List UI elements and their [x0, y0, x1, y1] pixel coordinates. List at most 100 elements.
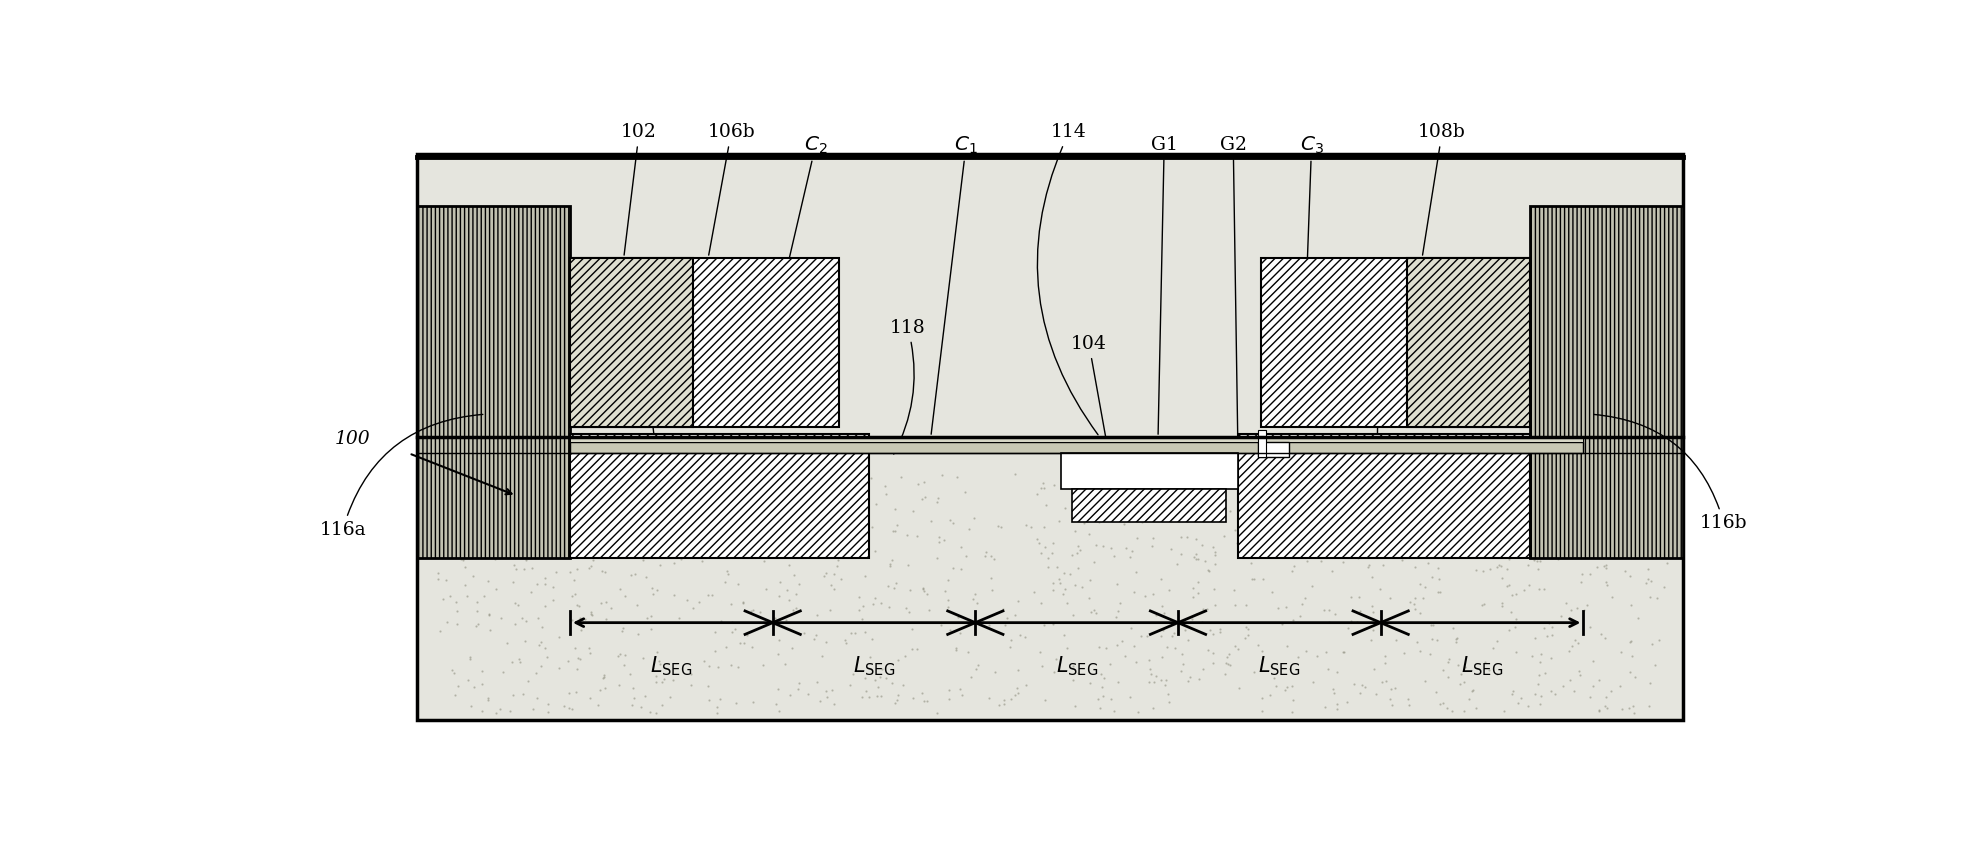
- Point: [1210, 650, 1241, 663]
- Point: [1178, 550, 1210, 563]
- Point: [1222, 682, 1253, 695]
- Point: [808, 569, 840, 583]
- Point: [529, 577, 560, 591]
- Point: [877, 553, 909, 567]
- Point: [1416, 529, 1447, 542]
- Point: [1380, 536, 1412, 550]
- Point: [440, 596, 471, 609]
- Point: [1604, 547, 1635, 560]
- Point: [871, 580, 903, 593]
- Point: [1348, 514, 1380, 527]
- Point: [1073, 574, 1105, 587]
- Point: [687, 541, 719, 555]
- Point: [905, 686, 937, 700]
- Point: [1236, 541, 1267, 555]
- Point: [1519, 631, 1550, 645]
- Point: [564, 502, 596, 515]
- Point: [1348, 681, 1380, 695]
- Point: [645, 698, 677, 711]
- Point: [1091, 485, 1123, 498]
- Point: [1342, 591, 1374, 604]
- Point: [1404, 523, 1436, 536]
- Point: [1061, 562, 1093, 575]
- Point: [1394, 595, 1426, 608]
- Point: [1562, 664, 1594, 678]
- Point: [1289, 591, 1321, 605]
- Point: [1596, 535, 1628, 548]
- Point: [1614, 496, 1645, 509]
- Point: [653, 689, 685, 703]
- Point: [1168, 624, 1200, 637]
- Point: [422, 566, 453, 580]
- Point: [1230, 598, 1261, 612]
- Point: [1047, 629, 1079, 642]
- Point: [1063, 513, 1095, 526]
- Point: [1523, 697, 1554, 711]
- Point: [616, 682, 647, 695]
- Point: [1536, 536, 1568, 550]
- Point: [556, 613, 588, 626]
- Point: [1525, 479, 1556, 492]
- Point: [1327, 555, 1358, 569]
- Point: [978, 552, 1010, 566]
- Point: [1420, 634, 1451, 647]
- Point: [544, 488, 576, 502]
- Point: [754, 509, 786, 523]
- Point: [693, 694, 725, 707]
- Point: [1137, 700, 1168, 714]
- Point: [925, 618, 956, 632]
- Point: [937, 516, 968, 530]
- Bar: [1406, 258, 1529, 427]
- Point: [1336, 486, 1368, 499]
- Point: [770, 531, 802, 545]
- Point: [982, 519, 1014, 532]
- Point: [907, 581, 939, 595]
- Point: [1212, 657, 1243, 671]
- Point: [1196, 656, 1228, 670]
- Point: [1182, 586, 1214, 600]
- Point: [929, 585, 960, 598]
- Point: [1570, 599, 1602, 613]
- Point: [905, 492, 937, 506]
- Point: [1521, 562, 1552, 575]
- Point: [778, 568, 810, 581]
- Point: [509, 563, 541, 576]
- Point: [1481, 561, 1513, 574]
- Point: [1200, 545, 1232, 558]
- Point: [1164, 547, 1196, 561]
- Point: [881, 689, 913, 702]
- Point: [1115, 690, 1146, 704]
- Point: [814, 603, 845, 617]
- Point: [560, 662, 592, 675]
- Point: [1069, 473, 1101, 486]
- Point: [857, 591, 889, 605]
- Point: [762, 648, 794, 662]
- Point: [471, 693, 503, 706]
- Point: [645, 675, 677, 689]
- Point: [642, 654, 673, 667]
- Point: [717, 615, 748, 629]
- Point: [574, 691, 606, 705]
- Point: [1101, 610, 1133, 624]
- Point: [721, 517, 752, 530]
- Point: [709, 481, 741, 495]
- Point: [1441, 631, 1473, 645]
- Point: [1075, 606, 1107, 619]
- Point: [907, 585, 939, 598]
- Point: [586, 564, 618, 578]
- Point: [776, 641, 808, 655]
- Point: [1560, 602, 1592, 615]
- Point: [855, 520, 887, 534]
- Point: [1639, 541, 1671, 554]
- Point: [855, 471, 887, 485]
- Point: [1214, 647, 1245, 661]
- Point: [1241, 638, 1273, 651]
- Point: [521, 577, 552, 591]
- Point: [1558, 684, 1590, 697]
- Point: [1236, 513, 1267, 526]
- Point: [1622, 611, 1653, 624]
- Point: [978, 665, 1010, 678]
- Point: [1342, 604, 1374, 618]
- Bar: [1071, 489, 1226, 522]
- Point: [1338, 678, 1370, 691]
